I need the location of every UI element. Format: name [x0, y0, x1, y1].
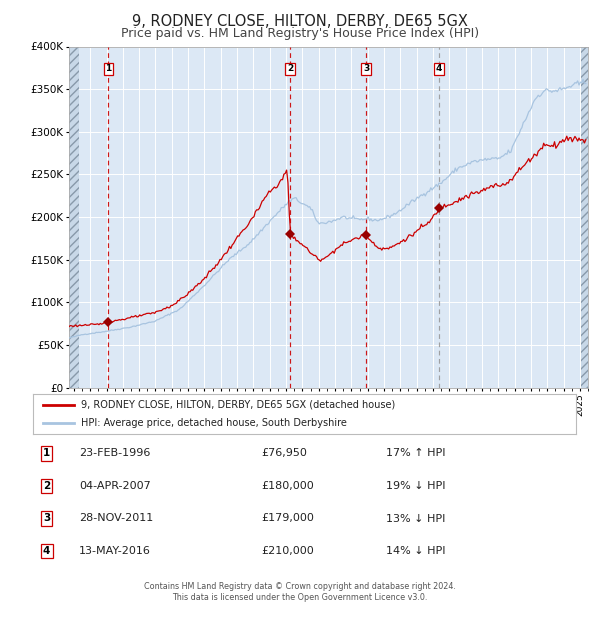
Text: 9, RODNEY CLOSE, HILTON, DERBY, DE65 5GX (detached house): 9, RODNEY CLOSE, HILTON, DERBY, DE65 5GX… [81, 399, 395, 410]
Text: 23-FEB-1996: 23-FEB-1996 [79, 448, 151, 458]
Text: HPI: Average price, detached house, South Derbyshire: HPI: Average price, detached house, Sout… [81, 418, 347, 428]
Text: 19% ↓ HPI: 19% ↓ HPI [386, 481, 445, 491]
Text: 4: 4 [436, 64, 442, 73]
Text: £76,950: £76,950 [261, 448, 307, 458]
Text: 4: 4 [43, 546, 50, 556]
Text: 17% ↑ HPI: 17% ↑ HPI [386, 448, 445, 458]
Text: 04-APR-2007: 04-APR-2007 [79, 481, 151, 491]
Text: 1: 1 [106, 64, 112, 73]
Text: 13-MAY-2016: 13-MAY-2016 [79, 546, 151, 556]
Text: 3: 3 [43, 513, 50, 523]
Text: 14% ↓ HPI: 14% ↓ HPI [386, 546, 445, 556]
Text: Price paid vs. HM Land Registry's House Price Index (HPI): Price paid vs. HM Land Registry's House … [121, 27, 479, 40]
Text: 3: 3 [363, 64, 370, 73]
Text: Contains HM Land Registry data © Crown copyright and database right 2024.: Contains HM Land Registry data © Crown c… [144, 582, 456, 591]
Bar [69, 46, 79, 388]
Text: 2: 2 [287, 64, 293, 73]
Text: This data is licensed under the Open Government Licence v3.0.: This data is licensed under the Open Gov… [172, 593, 428, 603]
Text: 9, RODNEY CLOSE, HILTON, DERBY, DE65 5GX: 9, RODNEY CLOSE, HILTON, DERBY, DE65 5GX [132, 14, 468, 29]
Text: £179,000: £179,000 [261, 513, 314, 523]
Bar [581, 46, 590, 388]
Text: 28-NOV-2011: 28-NOV-2011 [79, 513, 154, 523]
Text: 13% ↓ HPI: 13% ↓ HPI [386, 513, 445, 523]
Text: £210,000: £210,000 [261, 546, 314, 556]
Text: £180,000: £180,000 [261, 481, 314, 491]
Text: 2: 2 [43, 481, 50, 491]
Text: 1: 1 [43, 448, 50, 458]
